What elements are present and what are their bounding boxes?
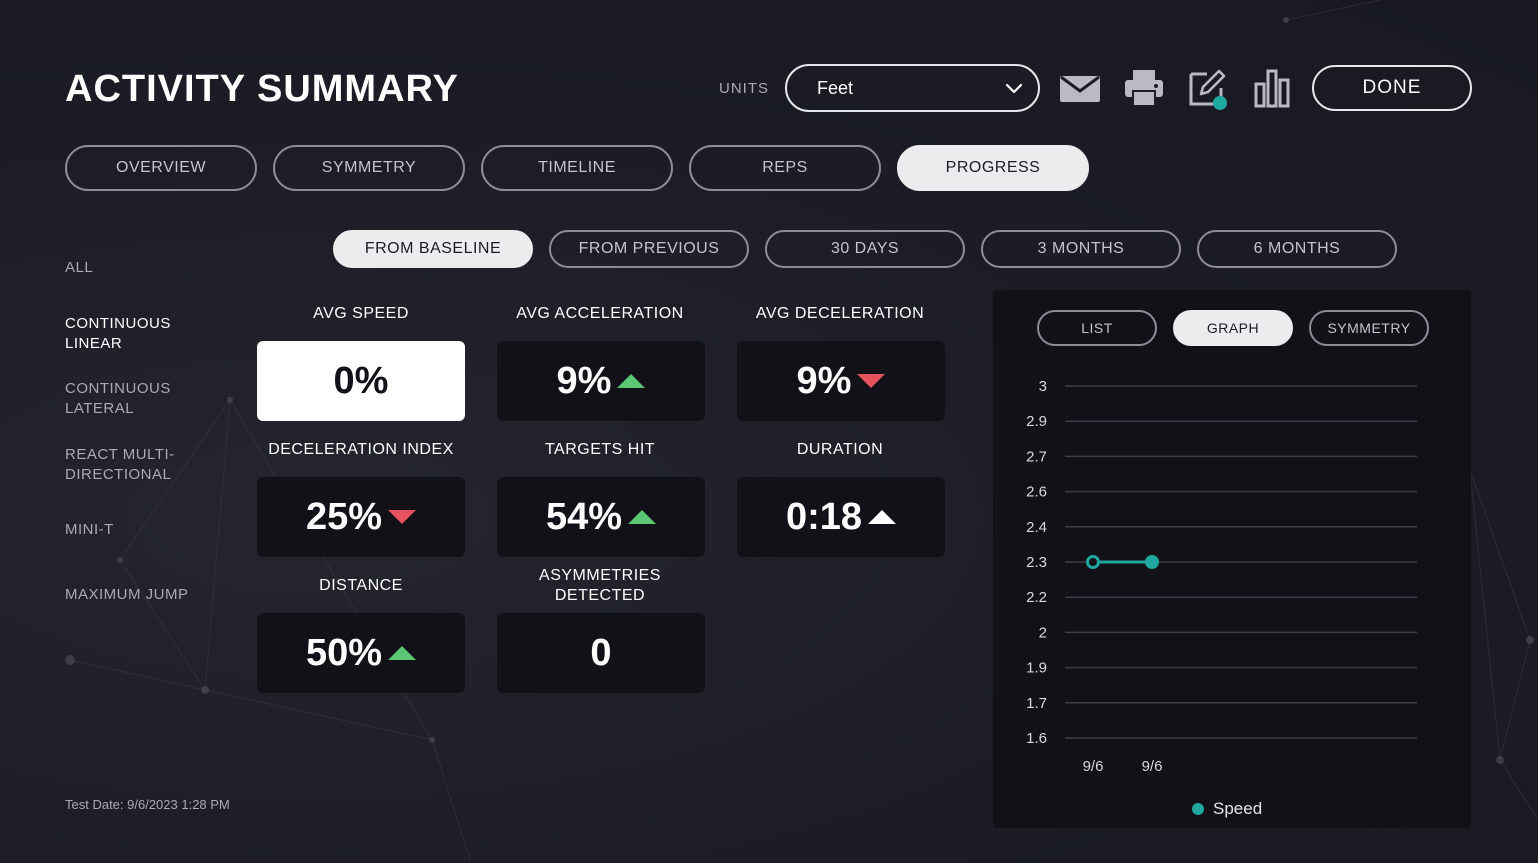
tab-symmetry[interactable]: SYMMETRY [273, 145, 465, 191]
sidebar-item-continuous-lateral[interactable]: CONTINUOUS LATERAL [65, 380, 171, 417]
edit-icon[interactable] [1186, 66, 1230, 110]
metric-label-deceleration-index: DECELERATION INDEX [268, 441, 454, 458]
data-point [1086, 555, 1100, 569]
metric-number: 0% [333, 359, 389, 402]
units-dropdown[interactable]: Feet [785, 64, 1040, 112]
metric-value-avg-deceleration: 9% [737, 341, 945, 421]
mail-icon[interactable] [1058, 66, 1102, 110]
tab-timeline[interactable]: TIMELINE [481, 145, 673, 191]
y-tick-label: 1.9 [1026, 660, 1047, 677]
panel-tab-list[interactable]: LIST [1037, 310, 1157, 346]
tab-overview[interactable]: OVERVIEW [65, 145, 257, 191]
metric-label-asymmetries-detected: ASYMMETRIES DETECTED [539, 567, 661, 604]
y-tick-label: 2 [1039, 624, 1047, 641]
metric-number: 0:18 [785, 495, 863, 538]
units-label: UNITS [719, 80, 769, 97]
trend-up-icon [617, 374, 646, 388]
test-date: Test Date: 9/6/2023 1:28 PM [65, 797, 230, 812]
range-from-baseline[interactable]: FROM BASELINE [333, 230, 533, 268]
metric-value-avg-acceleration: 9% [497, 341, 705, 421]
sidebar-item-react-multi-directional[interactable]: REACT MULTI-DIRECTIONAL [65, 446, 175, 483]
y-tick-label: 2.2 [1026, 589, 1047, 606]
sidebar-item-all[interactable]: ALL [65, 259, 94, 276]
trend-down-icon [388, 510, 417, 524]
y-tick-label: 1.7 [1026, 695, 1047, 712]
x-tick-label: 9/6 [1142, 758, 1163, 775]
y-tick-label: 2.3 [1026, 554, 1047, 571]
metric-value-deceleration-index: 25% [257, 477, 465, 557]
range-30-days[interactable]: 30 DAYS [765, 230, 965, 268]
metric-value-targets-hit: 54% [497, 477, 705, 557]
bar-chart-icon[interactable] [1250, 66, 1294, 110]
trend-up-icon [628, 510, 657, 524]
y-tick-label: 2.9 [1026, 413, 1047, 430]
metric-number: 0 [590, 631, 612, 674]
sidebar-item-continuous-linear[interactable]: CONTINUOUS LINEAR [65, 315, 171, 352]
metric-label-distance: DISTANCE [319, 577, 403, 594]
page-title: ACTIVITY SUMMARY [65, 68, 459, 110]
metric-label-avg-speed: AVG SPEED [313, 305, 409, 322]
range-6-months[interactable]: 6 MONTHS [1197, 230, 1397, 268]
legend-dot [1192, 803, 1204, 815]
metric-number: 25% [305, 495, 383, 538]
sidebar-item-maximum-jump[interactable]: MAXIMUM JUMP [65, 586, 189, 603]
metric-value-distance: 50% [257, 613, 465, 693]
chevron-down-icon [1004, 78, 1024, 103]
panel-tab-graph[interactable]: GRAPH [1173, 310, 1293, 346]
tab-progress[interactable]: PROGRESS [897, 145, 1089, 191]
print-icon[interactable] [1122, 66, 1166, 110]
sidebar-item-mini-t[interactable]: MINI-T [65, 521, 114, 538]
metric-value-avg-speed: 0% [257, 341, 465, 421]
metric-label-targets-hit: TARGETS HIT [544, 441, 656, 458]
panel-tab-symmetry[interactable]: SYMMETRY [1309, 310, 1429, 346]
metric-number: 50% [305, 631, 383, 674]
legend-label: Speed [1213, 799, 1263, 818]
y-tick-label: 2.4 [1026, 519, 1047, 536]
range-3-months[interactable]: 3 MONTHS [981, 230, 1181, 268]
data-point [1145, 555, 1159, 569]
tab-reps[interactable]: REPS [689, 145, 881, 191]
trend-down-icon [857, 374, 886, 388]
y-tick-label: 3 [1039, 378, 1047, 395]
y-tick-label: 2.6 [1026, 484, 1047, 501]
metric-value-asymmetries-detected: 0 [497, 613, 705, 693]
x-tick-label: 9/6 [1083, 758, 1104, 775]
metric-number: 54% [545, 495, 623, 538]
metric-label-avg-deceleration: AVG DECELERATION [755, 305, 925, 322]
trend-up-icon [868, 510, 897, 524]
metric-label-avg-acceleration: AVG ACCELERATION [516, 305, 684, 322]
units-value: Feet [817, 77, 854, 98]
chart-legend: Speed [1192, 799, 1262, 819]
speed-line-chart: 3 2.9 2.7 2.6 2.4 2.3 2.2 2 1.9 1.7 1.6 9/6 9/6 [1026, 378, 1417, 775]
metric-number: 9% [796, 359, 852, 402]
done-button[interactable]: DONE [1312, 65, 1472, 111]
range-from-previous[interactable]: FROM PREVIOUS [549, 230, 749, 268]
metric-label-duration: DURATION [796, 441, 884, 458]
y-tick-label: 2.7 [1026, 448, 1047, 465]
metric-number: 9% [556, 359, 612, 402]
metric-value-duration: 0:18 [737, 477, 945, 557]
y-tick-label: 1.6 [1026, 730, 1047, 747]
trend-up-icon [388, 646, 417, 660]
